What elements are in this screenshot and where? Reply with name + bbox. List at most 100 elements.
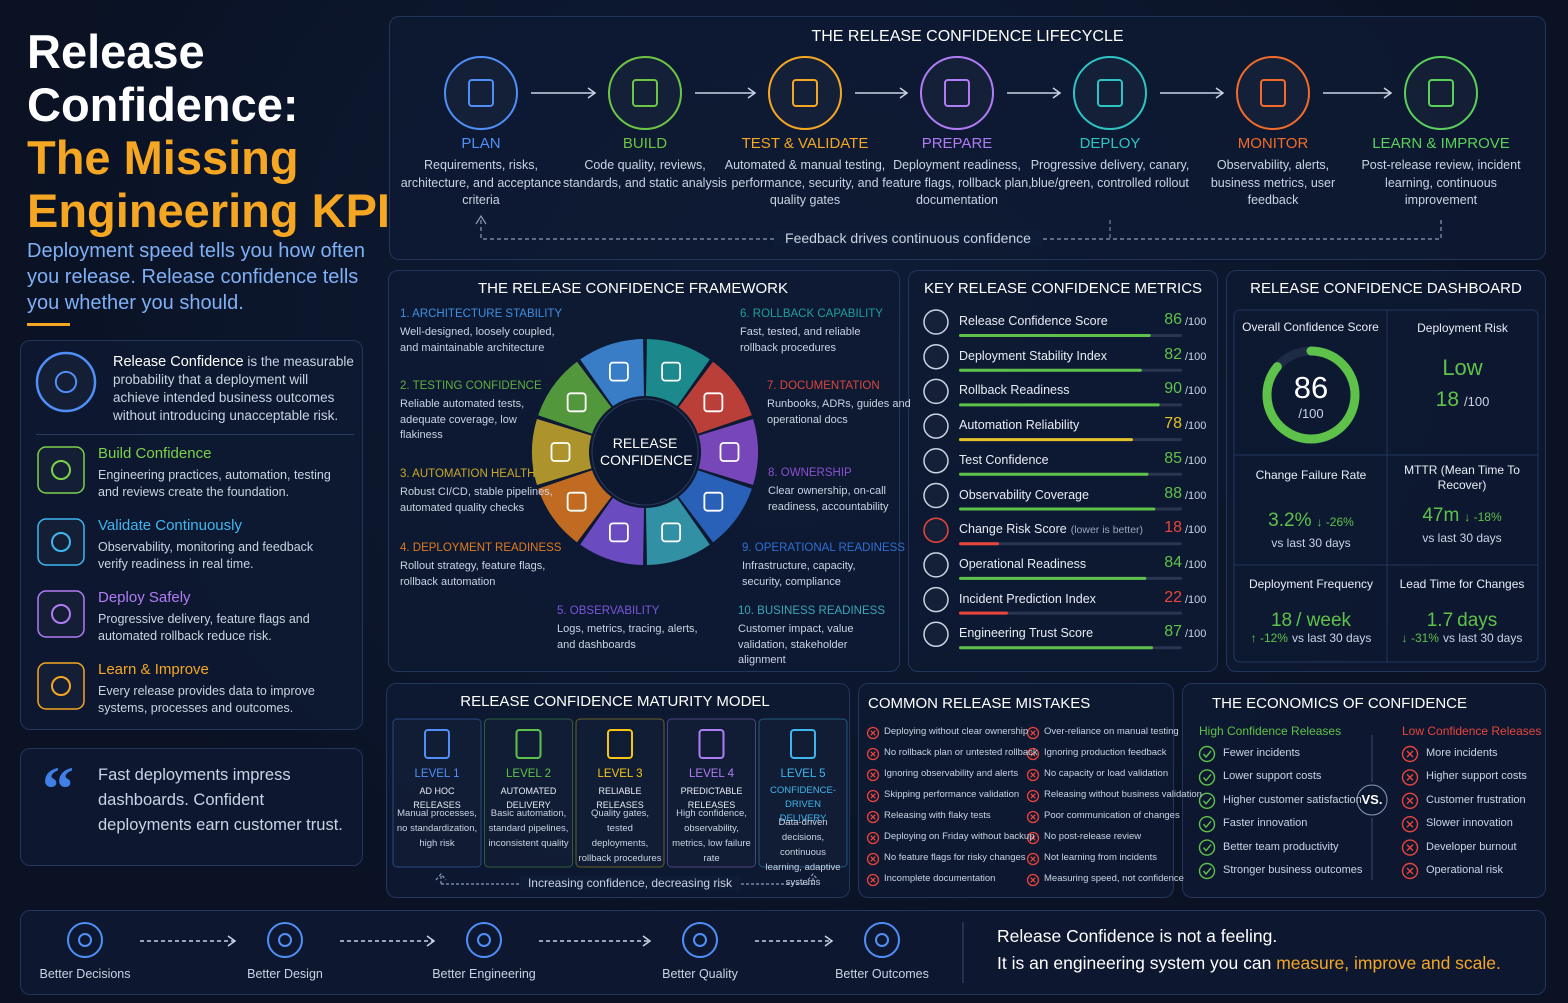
economics-icon — [1401, 792, 1419, 809]
level-text: Manual processes, no standardization, hi… — [396, 808, 478, 849]
metric-name: Automation Reliability — [959, 418, 1080, 433]
economics-glyph — [1406, 820, 1414, 828]
level-text: High confidence, observability, metrics,… — [672, 808, 751, 864]
tile-label: Deployment Risk — [1417, 321, 1508, 335]
gauge-arc — [1262, 346, 1360, 444]
wheel-hub — [591, 398, 699, 506]
mistake-x — [1030, 814, 1036, 820]
mistake-x — [1030, 793, 1036, 799]
metric-bar — [959, 334, 1151, 337]
economics-glyph — [1202, 773, 1212, 782]
economics-item: Stronger business outcomes — [1223, 864, 1363, 876]
mistake-x — [1030, 772, 1036, 778]
quote: Fast deployments impress dashboards. Con… — [98, 766, 343, 834]
segment-glyph — [608, 522, 629, 543]
framework-item-title: 10. BUSINESS READINESS — [738, 605, 885, 617]
framework-item-title: 2. TESTING CONFIDENCE — [400, 380, 542, 392]
metric-icon — [923, 482, 949, 509]
metric-name: Test Confidence — [959, 452, 1049, 467]
level-icon — [515, 729, 542, 759]
outcome-label: Better Quality — [662, 967, 738, 981]
step-desc: Observability, alerts, business metrics,… — [1210, 158, 1336, 207]
level-number: LEVEL 5 — [780, 768, 826, 780]
segment-glyph — [566, 392, 587, 413]
vs-label: VS. — [1361, 792, 1383, 807]
metric-label: Operational Readiness — [959, 557, 1086, 571]
mistake-icon — [1026, 726, 1040, 740]
tile-label: Change Failure Rate — [1255, 468, 1367, 482]
mistake-x — [1030, 730, 1036, 736]
segment-glyph — [661, 522, 682, 543]
tile-unit: / week — [1296, 610, 1352, 631]
mistake-icon — [1026, 810, 1040, 824]
mistake-icon — [1026, 789, 1040, 803]
mistake-x — [870, 835, 876, 841]
quote-panel — [20, 748, 363, 866]
metric-icon — [923, 586, 949, 613]
step-ring — [608, 56, 682, 130]
outcome-glyph — [477, 933, 491, 947]
arrow-head — [899, 87, 909, 99]
step-glyph — [792, 79, 818, 107]
economics-glyph — [1202, 844, 1212, 852]
tile-value: 18/ week — [1236, 610, 1386, 632]
economics-glyph — [1202, 797, 1212, 805]
tile-note: vs last 30 days — [1271, 536, 1351, 550]
tile-label: Overall Confidence Score — [1242, 320, 1379, 334]
metric-value: 82 — [1164, 345, 1182, 363]
framework-item-title: 5. OBSERVABILITY — [557, 605, 660, 617]
wheel-segment — [645, 497, 710, 565]
economics-icon — [1198, 769, 1216, 786]
mistakes-panel — [858, 683, 1174, 898]
metric-name: Incident Prediction Index — [959, 591, 1096, 606]
mistake-x — [1030, 835, 1036, 841]
mistake-icon — [866, 789, 880, 803]
pillar-text: Every release provides data to improve s… — [98, 684, 315, 715]
tile-footer: ↓ -31% vs last 30 days — [1387, 631, 1537, 645]
definition-panel — [20, 340, 363, 730]
level-name: PREDICTABLE RELEASES — [680, 786, 743, 810]
icon-ring — [35, 351, 97, 413]
mistake-icon — [866, 810, 880, 824]
mistake-item: Not learning from incidents — [1044, 852, 1157, 863]
mistake-x — [870, 751, 876, 757]
framework-item-text: Rollout strategy, feature flags, rollbac… — [400, 560, 546, 588]
level-card — [758, 718, 848, 868]
tile-label: MTTR (Mean Time To Recover) — [1404, 463, 1520, 492]
metric-name: Release Confidence Score — [959, 314, 1108, 328]
framework-item-title: 9. OPERATIONAL READINESS — [742, 542, 905, 554]
economics-icon — [1198, 839, 1216, 856]
wheel-segment — [580, 497, 645, 565]
mistake-item: Deploying without clear ownership — [884, 726, 1029, 737]
arrow-head — [587, 87, 597, 99]
tile-number: 18 — [1270, 610, 1293, 631]
step-desc: Code quality, reviews, standards, and st… — [563, 158, 727, 190]
wheel-segment — [698, 418, 758, 486]
arrow-head — [747, 87, 757, 99]
level-name: CONFIDENCE-DRIVEN DELIVERY — [770, 785, 836, 824]
feedback-arrow — [475, 214, 487, 225]
level-name: AUTOMATED DELIVERY — [500, 786, 557, 810]
level-number: LEVEL 2 — [506, 768, 551, 780]
tile-note: vs last 30 days — [1422, 531, 1502, 545]
tile-note: vs last 30 days — [1442, 631, 1523, 645]
risk-score-unit: /100 — [1464, 394, 1490, 409]
economics-icon — [1401, 816, 1419, 833]
metric-value: 85 — [1164, 449, 1182, 467]
pillar-text: Engineering practices, automation, testi… — [98, 468, 331, 499]
metric-scale: /100 — [1185, 593, 1207, 606]
mistake-item: Ignoring observability and alerts — [884, 768, 1019, 779]
wheel-segment — [532, 418, 592, 486]
metric-bar — [959, 438, 1133, 442]
metric-label: Automation Reliability — [959, 418, 1079, 432]
mistake-icon — [866, 768, 880, 782]
metric-value: 18 — [1164, 519, 1182, 537]
pillar-title: Build Confidence — [98, 445, 212, 462]
mistake-item: No post-release review — [1044, 831, 1142, 842]
wheel-segment — [678, 470, 752, 543]
metric-scale: /100 — [1185, 316, 1207, 328]
mistake-icon — [866, 831, 880, 845]
gauge-scale: /100 — [1298, 406, 1324, 421]
step-ring — [768, 56, 842, 130]
framework-item-title: 1. ARCHITECTURE STABILITY — [400, 308, 563, 320]
